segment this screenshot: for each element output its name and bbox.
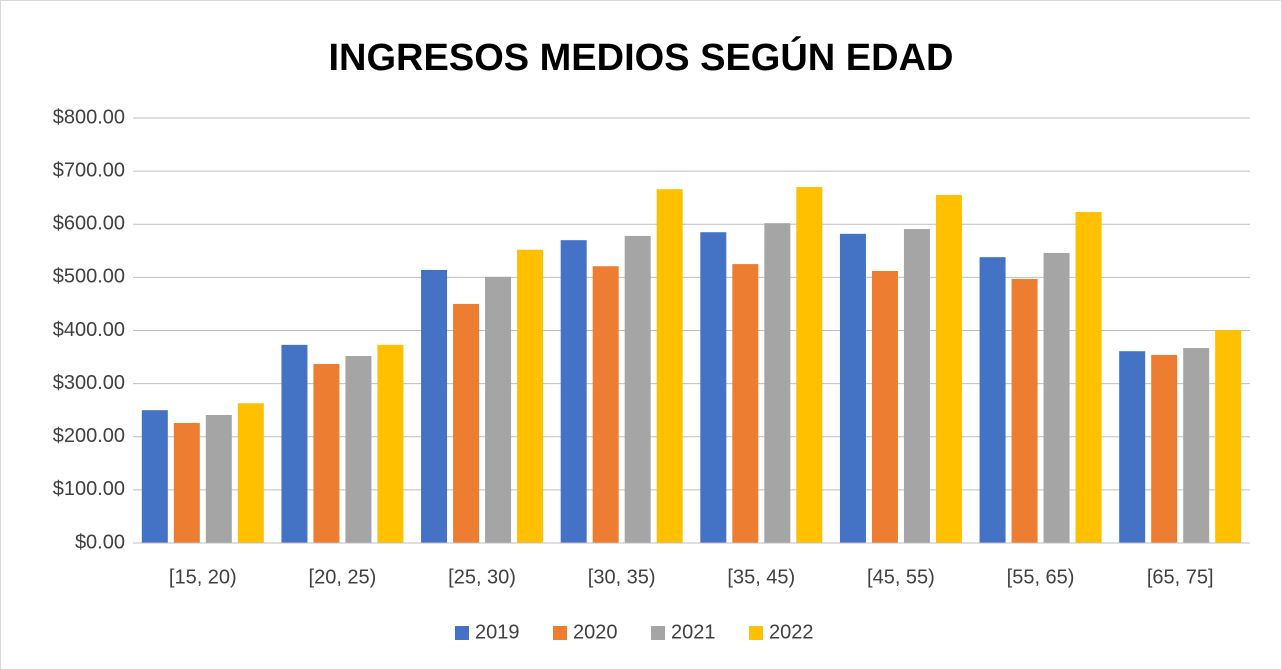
y-tick-label: $200.00 — [53, 425, 125, 447]
chart-title: INGRESOS MEDIOS SEGÚN EDAD — [329, 35, 954, 79]
bar — [764, 223, 791, 543]
bar — [173, 422, 200, 543]
bar — [979, 257, 1006, 543]
x-tick-label: [65, 75] — [1147, 566, 1214, 588]
y-tick-label: $0.00 — [75, 531, 125, 553]
bar — [871, 271, 898, 543]
bar — [796, 187, 823, 543]
y-tick-label: $300.00 — [53, 372, 125, 394]
legend-swatch — [455, 626, 469, 640]
legend-label: 2020 — [573, 621, 618, 643]
bar — [1119, 351, 1146, 543]
bar — [1043, 252, 1070, 543]
legend-label: 2022 — [769, 621, 814, 643]
legend-swatch — [553, 626, 567, 640]
x-tick-label: [30, 35) — [588, 566, 656, 588]
bar — [1215, 329, 1242, 543]
x-tick-label: [45, 55) — [867, 566, 935, 588]
y-tick-label: $600.00 — [53, 213, 125, 235]
x-tick-label: [15, 20) — [169, 566, 237, 588]
bar — [560, 240, 587, 543]
bar — [935, 195, 962, 543]
legend-swatch — [651, 626, 665, 640]
y-tick-label: $800.00 — [53, 106, 125, 128]
bar — [141, 410, 168, 543]
x-tick-label: [55, 65) — [1007, 566, 1075, 588]
bar — [517, 249, 544, 543]
bar — [281, 344, 308, 543]
y-tick-label: $500.00 — [53, 266, 125, 288]
bar — [453, 303, 480, 543]
x-tick-label: [20, 25) — [309, 566, 377, 588]
y-tick-label: $700.00 — [53, 159, 125, 181]
legend-label: 2021 — [671, 621, 716, 643]
bar — [377, 344, 404, 543]
bar — [592, 266, 619, 543]
legend-swatch — [749, 626, 763, 640]
bar — [903, 229, 930, 543]
bar — [839, 233, 866, 543]
bar — [205, 414, 232, 543]
bar — [1075, 212, 1102, 543]
bar — [485, 276, 512, 543]
x-tick-label: [35, 45) — [727, 566, 795, 588]
bar — [313, 363, 340, 543]
bar — [1151, 354, 1178, 543]
bar — [624, 235, 651, 543]
bar — [656, 189, 683, 543]
bar — [421, 269, 448, 543]
bar — [237, 403, 264, 543]
x-tick-label: [25, 30) — [448, 566, 516, 588]
bar — [700, 232, 727, 543]
y-tick-label: $400.00 — [53, 319, 125, 341]
bar — [1183, 348, 1210, 543]
bar — [1011, 278, 1038, 543]
bar — [345, 356, 372, 543]
y-tick-label: $100.00 — [53, 478, 125, 500]
legend-label: 2019 — [475, 621, 520, 643]
bar — [732, 264, 759, 543]
